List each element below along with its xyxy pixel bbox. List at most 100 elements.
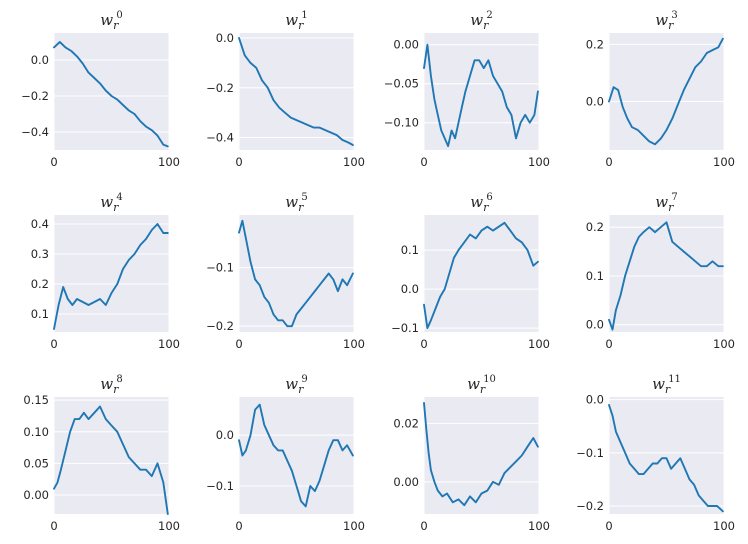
- subplot-2: 0 100 0.00 −0.05 −0.10 wr2: [384, 10, 550, 169]
- plot-area: [239, 33, 354, 150]
- y-tick-label: 0.00: [393, 475, 419, 489]
- y-tick-label: 0.1: [31, 307, 49, 321]
- series-line: [53, 41, 169, 148]
- subplot-title: wr8: [100, 374, 122, 396]
- subplot-title: wr7: [655, 192, 677, 214]
- y-tick-label: 0.0: [401, 282, 419, 296]
- subplot-5: 0 100 −0.1 −0.2 wr5: [206, 192, 365, 351]
- x-tick-label: 0: [605, 337, 612, 351]
- subplot-title: wr11: [652, 374, 681, 396]
- series-line: [423, 43, 539, 148]
- subplot-6: 0 100 0.1 0.0 −0.1 wr6: [391, 192, 550, 351]
- x-tick-label: 0: [50, 155, 57, 169]
- series-line: [238, 219, 354, 328]
- y-tick-label: 0.02: [393, 416, 419, 430]
- y-tick-label: 0.0: [586, 318, 604, 332]
- x-tick-label: 100: [158, 519, 180, 533]
- y-tick-label: −0.4: [21, 125, 49, 139]
- y-tick-label: 0.3: [31, 247, 49, 261]
- title-subscript: r: [113, 19, 119, 32]
- y-tick-label: 0.1: [586, 269, 604, 283]
- title-subscript: r: [480, 383, 486, 396]
- y-tick-label: 0.2: [586, 220, 604, 234]
- y-tick-label: 0.00: [393, 38, 419, 52]
- title-superscript: 0: [116, 10, 122, 21]
- title-superscript: 7: [671, 192, 677, 203]
- title-base: w: [285, 193, 298, 211]
- title-base: w: [285, 375, 298, 393]
- series-line: [423, 221, 539, 330]
- subplot-title: wr5: [285, 192, 307, 214]
- x-tick-label: 0: [50, 337, 57, 351]
- x-tick-label: 0: [235, 155, 242, 169]
- y-tick-label: 0.0: [586, 393, 604, 407]
- y-tick-label: −0.2: [206, 319, 234, 333]
- title-subscript: r: [483, 19, 489, 32]
- title-superscript: 9: [301, 374, 307, 385]
- subplot-3: 0 100 0.2 0.0 wr3: [586, 10, 735, 169]
- subplot-title: wr1: [285, 10, 307, 32]
- title-subscript: r: [483, 201, 489, 214]
- x-tick-label: 100: [713, 337, 735, 351]
- x-tick-label: 0: [50, 519, 57, 533]
- subplot-title: wr3: [655, 10, 677, 32]
- title-superscript: 10: [483, 374, 496, 385]
- title-superscript: 8: [116, 374, 122, 385]
- subplot-9: 0 100 0.0 −0.1 wr9: [206, 374, 365, 533]
- subplot-8: 0 100 0.15 0.10 0.05 0.00 wr8: [23, 374, 180, 533]
- title-subscript: r: [668, 201, 674, 214]
- y-tick-label: 0.1: [401, 243, 419, 257]
- title-superscript: 4: [116, 192, 122, 203]
- title-base: w: [100, 375, 113, 393]
- title-subscript: r: [113, 201, 119, 214]
- x-tick-label: 100: [343, 155, 365, 169]
- y-tick-label: 0.10: [23, 425, 49, 439]
- y-tick-label: −0.2: [206, 81, 234, 95]
- title-subscript: r: [298, 19, 304, 32]
- title-base: w: [470, 11, 483, 29]
- plot-area: [239, 215, 354, 332]
- x-tick-label: 0: [420, 337, 427, 351]
- y-tick-label: −0.1: [206, 261, 234, 275]
- x-tick-label: 100: [713, 519, 735, 533]
- x-tick-label: 100: [343, 519, 365, 533]
- y-tick-label: −0.4: [206, 131, 234, 145]
- y-tick-label: 0.0: [31, 53, 49, 67]
- plot-area: [239, 397, 354, 514]
- y-tick-label: 0.0: [216, 428, 234, 442]
- plot-area: [609, 397, 724, 514]
- x-tick-label: 0: [420, 519, 427, 533]
- series-line: [608, 37, 724, 146]
- x-tick-label: 0: [235, 337, 242, 351]
- y-tick-label: −0.1: [576, 446, 604, 460]
- x-tick-label: 0: [605, 155, 612, 169]
- series-line: [53, 405, 169, 515]
- title-superscript: 1: [301, 10, 307, 21]
- y-tick-label: 0.0: [586, 94, 604, 108]
- y-tick-label: −0.1: [391, 321, 419, 335]
- title-subscript: r: [668, 19, 674, 32]
- title-base: w: [467, 375, 480, 393]
- subplot-title: wr2: [470, 10, 492, 32]
- series-line: [53, 223, 169, 330]
- series-line: [608, 221, 724, 331]
- x-tick-label: 0: [605, 519, 612, 533]
- title-base: w: [100, 11, 113, 29]
- title-subscript: r: [113, 383, 119, 396]
- title-superscript: 2: [486, 10, 492, 21]
- plot-area: [424, 33, 539, 150]
- title-base: w: [100, 193, 113, 211]
- title-subscript: r: [298, 201, 304, 214]
- x-tick-label: 100: [713, 155, 735, 169]
- title-base: w: [655, 11, 668, 29]
- title-base: w: [285, 11, 298, 29]
- title-superscript: 5: [301, 192, 307, 203]
- y-tick-label: 0.0: [216, 31, 234, 45]
- x-tick-label: 100: [158, 337, 180, 351]
- x-tick-label: 0: [235, 519, 242, 533]
- subplot-10: 0 100 0.02 0.00 wr10: [393, 374, 550, 533]
- subplot-1: 0 100 0.0 −0.2 −0.4 wr1: [206, 10, 365, 169]
- x-tick-label: 100: [528, 155, 550, 169]
- x-tick-label: 0: [420, 155, 427, 169]
